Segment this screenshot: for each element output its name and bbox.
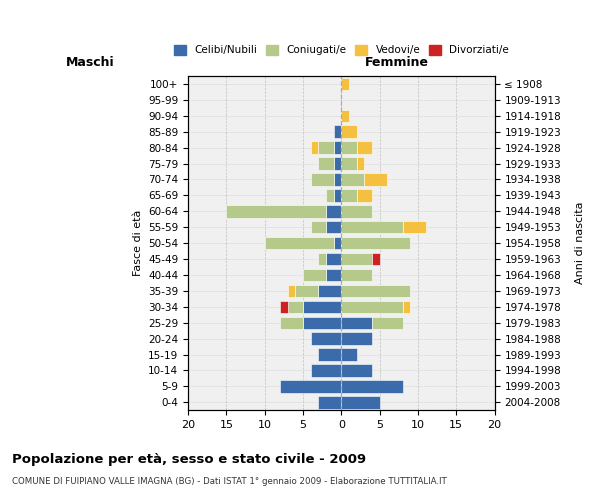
Bar — [319, 284, 341, 297]
Bar — [364, 174, 388, 186]
Bar — [319, 348, 341, 361]
Y-axis label: Anni di nascita: Anni di nascita — [575, 202, 585, 284]
Bar — [303, 269, 326, 281]
Bar — [334, 142, 341, 154]
Bar — [288, 300, 303, 313]
Bar — [280, 380, 341, 392]
Bar — [311, 174, 334, 186]
Bar — [341, 205, 372, 218]
Bar — [357, 142, 372, 154]
Bar — [319, 253, 326, 266]
Bar — [319, 142, 334, 154]
Bar — [311, 142, 319, 154]
Text: Femmine: Femmine — [365, 56, 428, 70]
Text: Maschi: Maschi — [66, 56, 115, 70]
Bar — [341, 380, 403, 392]
Bar — [357, 158, 364, 170]
Bar — [341, 142, 357, 154]
Bar — [319, 396, 341, 408]
Bar — [326, 221, 341, 234]
Bar — [280, 316, 303, 329]
Bar — [372, 316, 403, 329]
Bar — [341, 158, 357, 170]
Text: Popolazione per età, sesso e stato civile - 2009: Popolazione per età, sesso e stato civil… — [12, 452, 366, 466]
Bar — [303, 300, 341, 313]
Bar — [311, 364, 341, 376]
Bar — [403, 221, 425, 234]
Bar — [295, 284, 319, 297]
Bar — [341, 110, 349, 122]
Bar — [311, 332, 341, 345]
Bar — [311, 221, 326, 234]
Bar — [341, 316, 372, 329]
Bar — [341, 221, 403, 234]
Bar — [334, 126, 341, 138]
Bar — [341, 396, 380, 408]
Bar — [357, 189, 372, 202]
Bar — [341, 189, 357, 202]
Y-axis label: Fasce di età: Fasce di età — [133, 210, 143, 276]
Bar — [341, 78, 349, 90]
Bar — [341, 300, 403, 313]
Bar — [341, 269, 372, 281]
Legend: Celibi/Nubili, Coniugati/e, Vedovi/e, Divorziati/e: Celibi/Nubili, Coniugati/e, Vedovi/e, Di… — [169, 41, 514, 60]
Bar — [326, 269, 341, 281]
Bar — [403, 300, 410, 313]
Bar — [226, 205, 326, 218]
Bar — [341, 174, 364, 186]
Bar — [341, 332, 372, 345]
Bar — [341, 126, 357, 138]
Bar — [303, 316, 341, 329]
Bar — [326, 205, 341, 218]
Bar — [341, 348, 357, 361]
Bar — [288, 284, 295, 297]
Bar — [341, 364, 372, 376]
Bar — [341, 237, 410, 250]
Bar — [334, 189, 341, 202]
Bar — [319, 158, 334, 170]
Bar — [326, 189, 334, 202]
Text: COMUNE DI FUIPIANO VALLE IMAGNA (BG) - Dati ISTAT 1° gennaio 2009 - Elaborazione: COMUNE DI FUIPIANO VALLE IMAGNA (BG) - D… — [12, 478, 447, 486]
Bar — [326, 253, 341, 266]
Bar — [280, 300, 288, 313]
Bar — [372, 253, 380, 266]
Bar — [265, 237, 334, 250]
Bar — [341, 253, 372, 266]
Bar — [334, 237, 341, 250]
Bar — [334, 158, 341, 170]
Bar — [341, 284, 410, 297]
Bar — [334, 174, 341, 186]
